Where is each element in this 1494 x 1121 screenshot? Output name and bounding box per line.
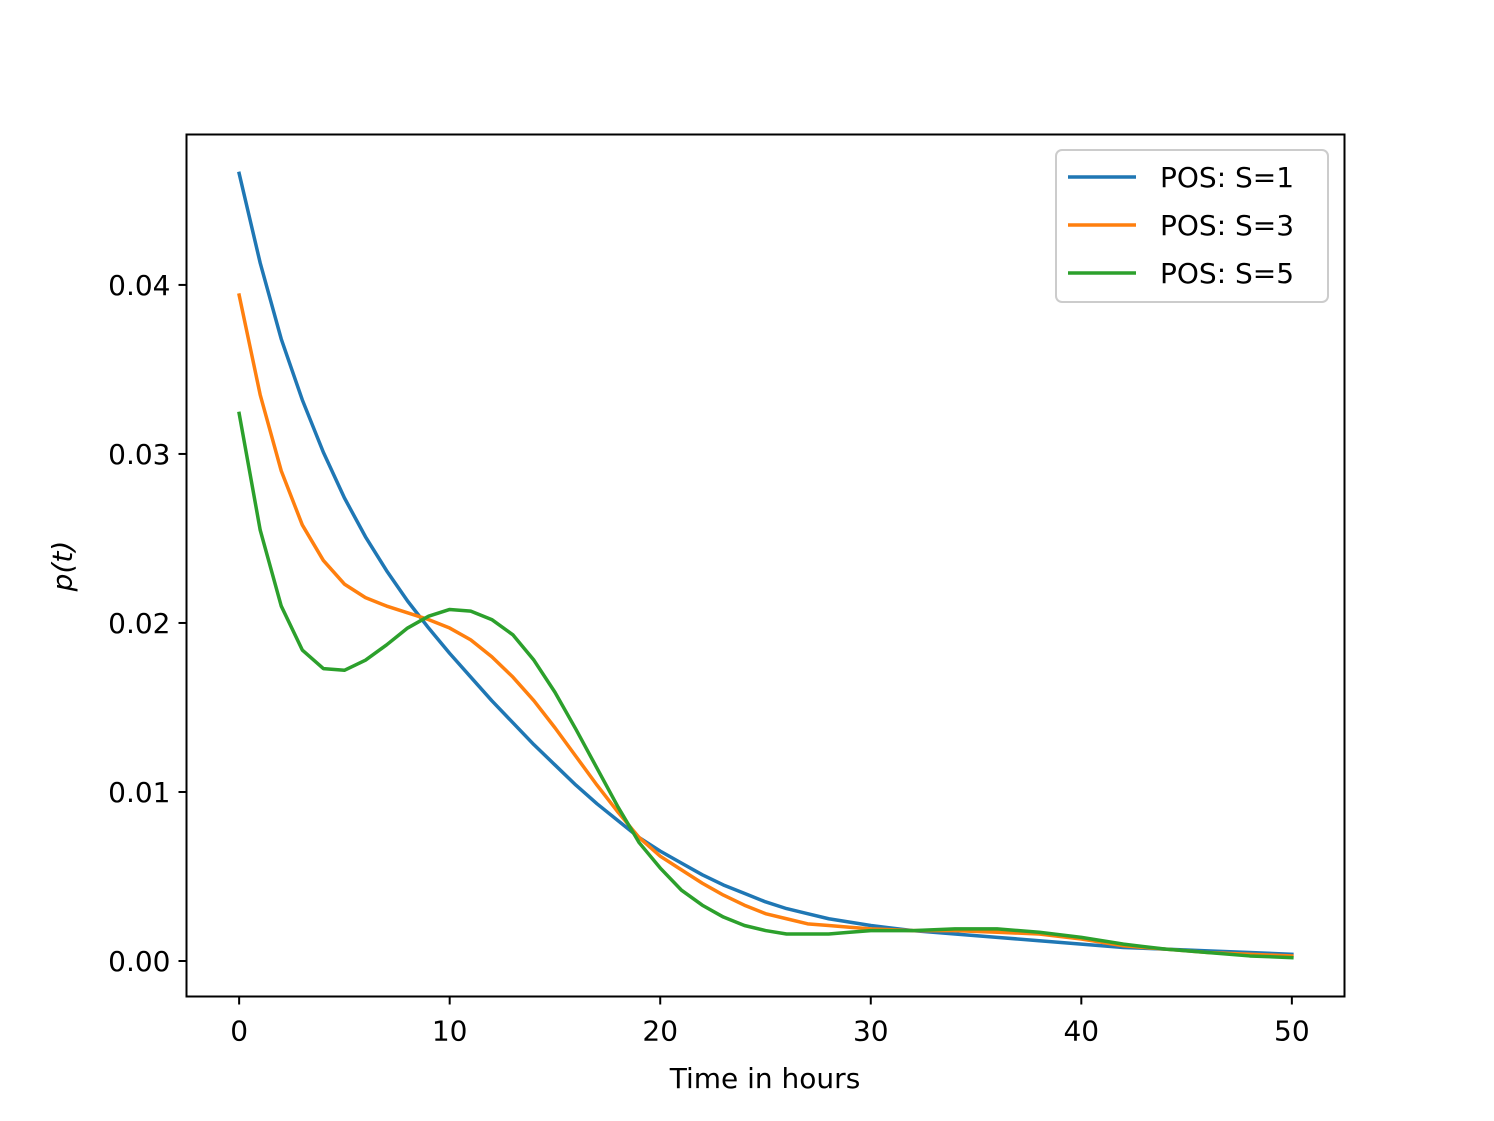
y-axis-label: p(t) — [46, 541, 79, 593]
x-tick-label: 0 — [230, 1015, 248, 1048]
plot-frame — [185, 133, 1346, 998]
legend-label-1: POS: S=1 — [1160, 161, 1294, 194]
x-ticks: 0 10 20 30 40 50 — [230, 996, 1310, 1048]
x-tick-label: 50 — [1274, 1015, 1310, 1048]
legend-label-3: POS: S=5 — [1160, 257, 1294, 290]
x-tick-label: 30 — [853, 1015, 889, 1048]
y-tick-label: 0.02 — [108, 607, 170, 640]
y-tick-label: 0.03 — [108, 438, 170, 471]
x-tick-label: 40 — [1063, 1015, 1099, 1048]
x-axis-label: Time in hours — [669, 1062, 861, 1095]
series-line-2 — [237, 292, 1294, 958]
series-layer — [237, 171, 1294, 960]
y-ticks: 0.00 0.01 0.02 0.03 0.04 — [108, 269, 187, 978]
series-line-1 — [237, 171, 1294, 957]
legend-box — [1055, 149, 1329, 303]
y-tick-label: 0.01 — [108, 776, 170, 809]
legend: POS: S=1 POS: S=3 POS: S=5 — [1055, 149, 1329, 303]
y-tick-label: 0.00 — [108, 945, 170, 978]
legend-label-2: POS: S=3 — [1160, 209, 1294, 242]
y-tick-label: 0.04 — [108, 269, 170, 302]
x-tick-label: 10 — [432, 1015, 468, 1048]
x-tick-label: 20 — [642, 1015, 678, 1048]
series-line-3 — [237, 411, 1294, 960]
